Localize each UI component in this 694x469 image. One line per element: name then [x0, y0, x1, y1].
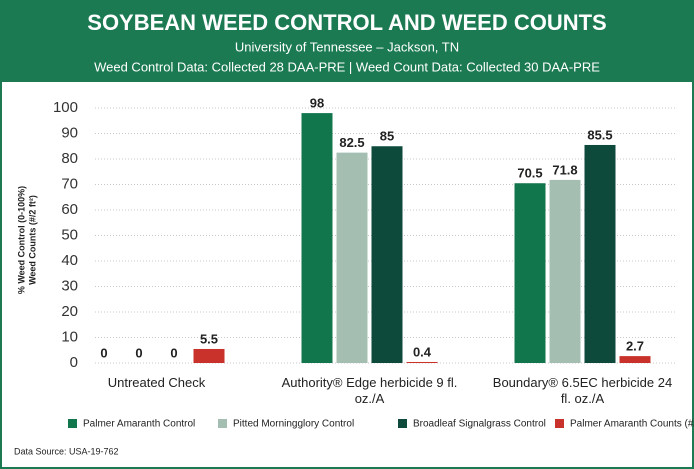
legend-swatch [398, 419, 407, 428]
value-label: 70.5 [517, 166, 542, 181]
legend-swatch [555, 419, 564, 428]
y-tick-label: 40 [61, 252, 78, 269]
chart-subtitle: University of Tennessee – Jackson, TN [235, 39, 459, 54]
y-axis-label: Weed Counts (#/2 ft²) [27, 195, 37, 285]
value-label: 0 [135, 345, 142, 360]
value-label: 85.5 [587, 127, 612, 142]
y-tick-label: 100 [53, 99, 78, 116]
value-label: 0.4 [413, 344, 432, 359]
legend-swatch [68, 419, 77, 428]
y-tick-label: 60 [61, 201, 78, 218]
legend-label: Broadleaf Signalgrass Control [413, 419, 546, 430]
legend-swatch [218, 419, 227, 428]
legend-label: Pitted Morningglory Control [233, 419, 354, 430]
x-tick-label: Boundary® 6.5EC herbicide 24 fl. oz./A [493, 375, 672, 406]
y-axis-label: % Weed Control (0-100%) [16, 186, 26, 294]
y-tick-label: 90 [61, 124, 78, 141]
y-tick-label: 30 [61, 277, 78, 294]
y-tick-label: 0 [70, 354, 78, 371]
chart-subtitle-2: Weed Control Data: Collected 28 DAA-PRE … [94, 59, 600, 74]
bar [193, 348, 225, 363]
bar [301, 113, 333, 363]
bar [584, 144, 616, 363]
bar [406, 361, 438, 363]
y-tick-label: 50 [61, 226, 78, 243]
value-label: 5.5 [200, 331, 218, 346]
x-tick-label: Authority® Edge herbicide 9 fl. oz./A [282, 375, 458, 406]
bar [549, 179, 581, 363]
header-band [0, 0, 694, 82]
chart-title: SOYBEAN WEED CONTROL AND WEED COUNTS [87, 10, 606, 35]
value-label: 2.7 [626, 339, 644, 354]
bar [371, 146, 403, 363]
value-label: 0 [170, 345, 177, 360]
y-tick-label: 80 [61, 150, 78, 167]
bar [514, 183, 546, 363]
bar [619, 356, 651, 363]
bar [336, 152, 368, 363]
value-label: 85 [380, 129, 394, 144]
value-label: 98 [310, 96, 324, 111]
value-label: 71.8 [552, 162, 577, 177]
y-tick-label: 10 [61, 328, 78, 345]
x-tick-label: Untreated Check [108, 375, 206, 390]
legend-label: Palmer Amaranth Counts (#/2 ft²) [570, 419, 694, 430]
value-label: 0 [100, 345, 107, 360]
y-tick-label: 20 [61, 303, 78, 320]
value-label: 82.5 [339, 135, 364, 150]
y-tick-label: 70 [61, 175, 78, 192]
data-source: Data Source: USA-19-762 [14, 446, 119, 456]
legend-label: Palmer Amaranth Control [83, 419, 195, 430]
